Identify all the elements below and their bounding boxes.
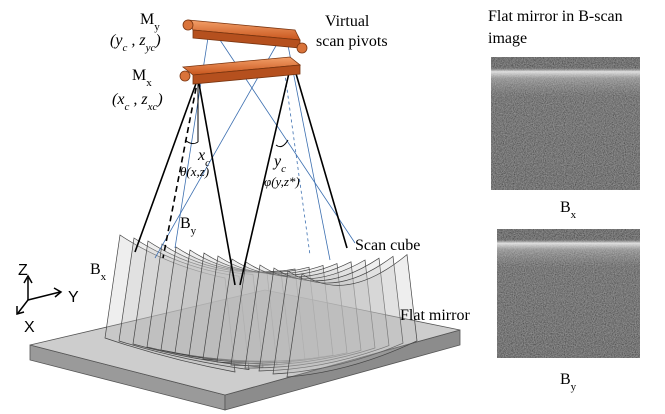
label-text: B <box>180 215 191 232</box>
label-text: Y <box>68 289 79 306</box>
label-text: φ(y,z*) <box>264 174 300 189</box>
axis-x-label: X <box>24 319 35 336</box>
label-text: , z <box>127 32 146 49</box>
subscript: y <box>571 381 577 393</box>
scan-pivots <box>180 20 307 84</box>
mirror-x-coords: (xc , zxc) <box>112 91 163 113</box>
label-text: B <box>560 199 571 216</box>
label-text: M <box>140 11 154 28</box>
label-text: Flat mirror <box>400 307 470 324</box>
label-text: (y <box>110 32 123 49</box>
flat-mirror-label: Flat mirror <box>400 307 470 324</box>
subscript: x <box>571 209 577 221</box>
bscan-image <box>497 229 640 358</box>
mirror-x-label: Mx <box>132 67 152 89</box>
pivots-label-line2: scan pivots <box>316 33 388 50</box>
axis-y-label: Y <box>68 289 79 306</box>
label-text: ) <box>156 91 162 108</box>
subscript: xc <box>147 101 158 113</box>
label-text: Scan cube <box>355 237 420 254</box>
bscan-label: By <box>560 371 577 393</box>
subscript: y <box>191 225 197 237</box>
bscan-image <box>491 57 640 190</box>
label-text: X <box>24 319 35 336</box>
scan-cube-label: Scan cube <box>355 237 420 254</box>
axis-z-label: Z <box>18 262 28 279</box>
phi-label: φ(y,z*) <box>264 174 300 189</box>
panel-title-line1: Flat mirror in B-scan <box>488 8 623 25</box>
label-text: (x <box>112 91 124 108</box>
label-text: B <box>90 261 101 278</box>
by-label: By <box>180 215 197 237</box>
yc-label: yc <box>272 153 286 175</box>
subscript: yc <box>145 42 156 54</box>
label-text: , z <box>129 91 148 108</box>
subscript: x <box>146 77 152 89</box>
label-text: B <box>560 371 571 388</box>
bx-label: Bx <box>90 261 107 283</box>
label-text: x <box>197 147 205 164</box>
pivots-label-line1: Virtual <box>325 13 370 30</box>
label-text: θ(x,z) <box>180 164 209 179</box>
mirror-y-label: My <box>140 11 160 33</box>
subscript: x <box>101 271 107 283</box>
axis-triad <box>17 276 61 314</box>
bscan-label: Bx <box>560 199 577 221</box>
label-text: Z <box>18 262 28 279</box>
figure: My (yc , zyc) Mx (xc , zxc) Virtual scan… <box>0 0 665 414</box>
label-text: ) <box>154 32 160 49</box>
theta-label: θ(x,z) <box>180 164 209 179</box>
label-text: M <box>132 67 146 84</box>
panel-title-line2: image <box>488 30 527 47</box>
mirror-y-coords: (yc , zyc) <box>110 32 161 54</box>
